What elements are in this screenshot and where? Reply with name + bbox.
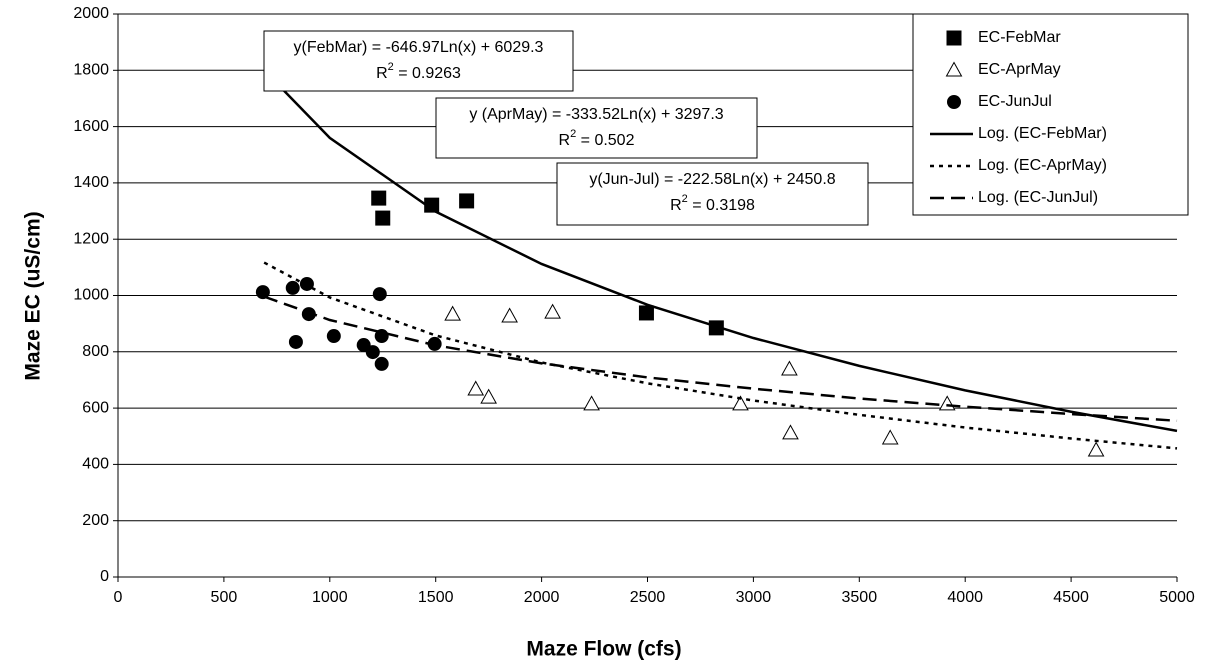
- annotation-box: [435, 97, 758, 159]
- point: [288, 334, 303, 349]
- y-tick-label: 0: [100, 568, 109, 585]
- legend-box: [912, 13, 1189, 216]
- annotation-equation: y(Jun-Jul) = -222.58Ln(x) + 2450.8: [589, 171, 835, 188]
- trendline: [263, 69, 1178, 433]
- annotation-box: [263, 30, 574, 92]
- x-tick-label: 1000: [312, 589, 348, 606]
- y-tick-label: 800: [82, 343, 109, 360]
- r2-label: R: [559, 132, 571, 149]
- point: [544, 303, 561, 319]
- y-tick-label: 1400: [73, 174, 109, 191]
- legend-label: Log. (EC-AprMay): [978, 157, 1107, 174]
- point: [467, 380, 485, 396]
- y-tick-label: 2000: [73, 5, 109, 22]
- point: [255, 285, 270, 300]
- r2-sup: 2: [682, 193, 688, 205]
- point: [782, 424, 799, 440]
- r2-label: R: [376, 65, 388, 82]
- legend-label: EC-FebMar: [978, 29, 1061, 46]
- x-tick-label: 0: [114, 589, 123, 606]
- point: [638, 305, 654, 321]
- x-axis-title: Maze Flow (cfs): [526, 638, 681, 661]
- annotation-box: [556, 162, 869, 226]
- x-tick-label: 5000: [1159, 589, 1195, 606]
- point: [781, 360, 798, 376]
- annotation-r2: R2 = 0.9263: [376, 61, 461, 82]
- r2-value: = 0.3198: [688, 197, 755, 214]
- legend-marker: [946, 30, 962, 46]
- point: [285, 280, 300, 295]
- y-tick-label: 600: [82, 399, 109, 416]
- legend-label: Log. (EC-JunJul): [978, 189, 1098, 206]
- y-tick-label: 1800: [73, 62, 109, 79]
- point: [881, 429, 899, 445]
- y-tick-label: 1200: [73, 230, 109, 247]
- point: [365, 345, 380, 360]
- y-tick-label: 1000: [73, 287, 109, 304]
- y-axis-title: Maze EC (uS/cm): [22, 211, 45, 380]
- legend-marker: [945, 61, 963, 77]
- x-tick-label: 1500: [418, 589, 454, 606]
- point: [501, 307, 518, 323]
- x-tick-label: 3000: [736, 589, 772, 606]
- point: [444, 305, 461, 321]
- y-tick-label: 200: [82, 512, 109, 529]
- legend-label: EC-AprMay: [978, 61, 1061, 78]
- x-tick-label: 4000: [947, 589, 983, 606]
- x-tick-label: 2500: [630, 589, 666, 606]
- y-tick-label: 400: [82, 456, 109, 473]
- point: [375, 210, 391, 226]
- y-tick-label: 1600: [73, 118, 109, 135]
- annotation-equation: y(FebMar) = -646.97Ln(x) + 6029.3: [294, 39, 544, 56]
- r2-label: R: [670, 197, 682, 214]
- x-tick-label: 3500: [842, 589, 878, 606]
- r2-sup: 2: [570, 128, 576, 140]
- point: [459, 193, 475, 209]
- x-tick-label: 500: [211, 589, 238, 606]
- x-tick-label: 4500: [1053, 589, 1089, 606]
- r2-value: = 0.502: [576, 132, 634, 149]
- point: [424, 197, 440, 213]
- point: [326, 329, 341, 344]
- r2-value: = 0.9263: [394, 65, 461, 82]
- annotation-r2: R2 = 0.502: [559, 128, 635, 149]
- annotation-r2: R2 = 0.3198: [670, 193, 755, 214]
- point: [371, 190, 387, 206]
- point: [480, 388, 497, 404]
- point: [372, 287, 387, 302]
- point: [732, 395, 749, 411]
- x-tick-label: 2000: [524, 589, 560, 606]
- trendline: [263, 295, 1178, 423]
- point: [374, 356, 389, 371]
- legend-marker: [947, 95, 961, 109]
- point: [1087, 441, 1105, 457]
- legend-label: Log. (EC-FebMar): [978, 125, 1107, 142]
- r2-sup: 2: [388, 61, 394, 73]
- annotation-equation: y (AprMay) = -333.52Ln(x) + 3297.3: [469, 106, 723, 123]
- legend-label: EC-JunJul: [978, 93, 1052, 110]
- point: [583, 395, 600, 411]
